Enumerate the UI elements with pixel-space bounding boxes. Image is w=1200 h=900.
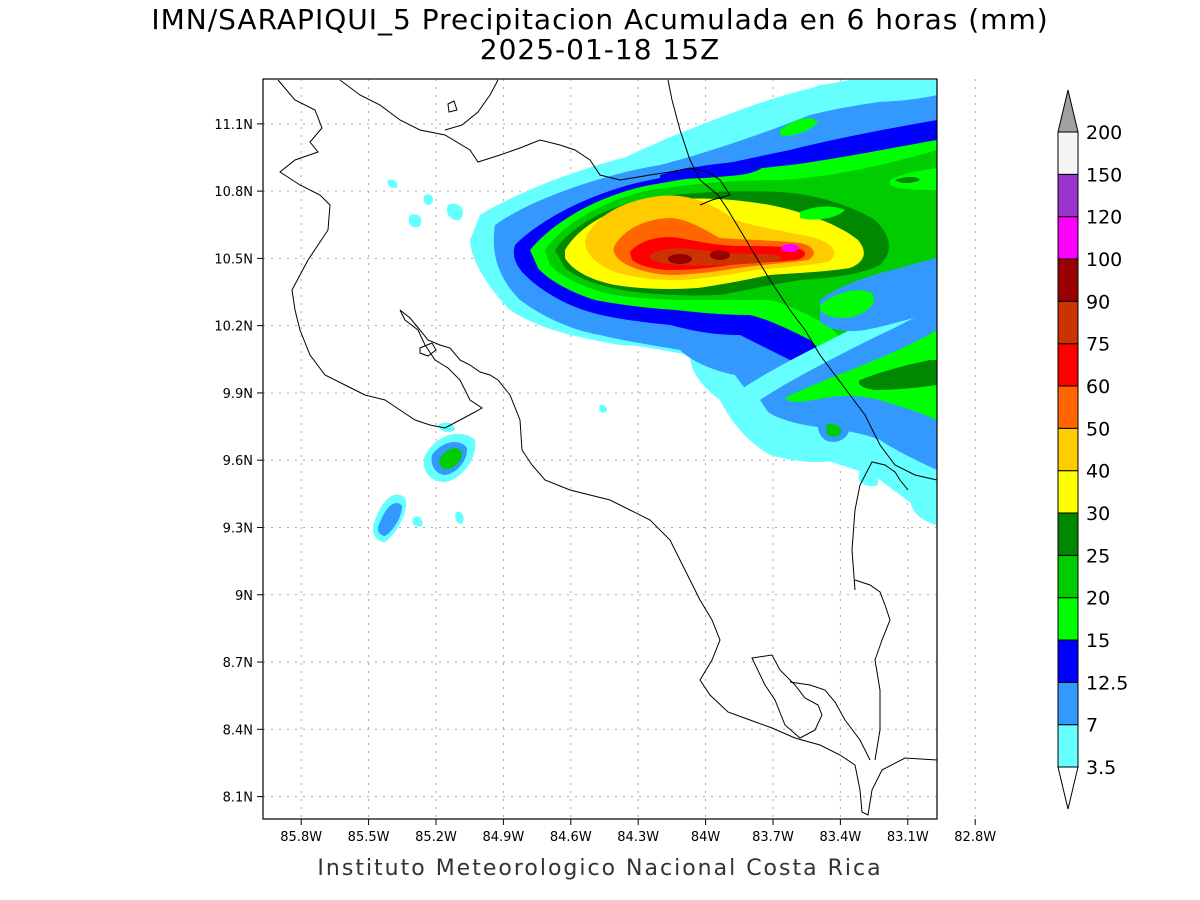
coastlines [277, 79, 937, 816]
axis-labels: 8.1N 8.4N 8.7N 9N 9.3N 9.6N 9.9N 10.2N 10.5N 10.8… [214, 118, 996, 845]
plot-frame [262, 78, 938, 820]
lon-tick-label: 84.6W [550, 830, 592, 845]
rain-region-3.5mm-north [620, 80, 900, 170]
legend-overflow-triangle [1057, 89, 1079, 133]
legend-swatch-40 [1057, 427, 1079, 472]
caribbean-coast [444, 79, 499, 131]
legend-label: 90 [1086, 291, 1110, 313]
lat-tick-label: 9N [235, 589, 253, 604]
legend-label: 100 [1086, 249, 1122, 271]
legend-swatch-25 [1057, 512, 1079, 556]
nicaragua-costa-rica-coast [277, 79, 937, 816]
gulf-of-nicoya-island [419, 342, 437, 357]
legend-swatch-3.5 [1057, 724, 1079, 768]
lon-tick-label: 85.8W [280, 830, 322, 845]
map-title: IMN/SARAPIQUI_5 Precipitacion Acumulada … [151, 3, 1049, 36]
legend-label: 30 [1086, 503, 1110, 525]
bocas-del-toro [854, 579, 891, 761]
rain-region-90mm-a [668, 254, 692, 264]
color-legend: 3.5 7 12.5 15 20 25 30 40 50 60 75 90 100 120 150 200 [1057, 89, 1128, 810]
lat-tick-label: 10.5N [214, 252, 253, 267]
legend-swatch-50 [1057, 385, 1079, 429]
lon-tick-label: 83.7W [752, 830, 794, 845]
legend-label: 25 [1086, 545, 1110, 567]
lon-tick-label: 83.1W [887, 830, 929, 845]
lon-tick-label: 83.4W [819, 830, 861, 845]
legend-label: 20 [1086, 588, 1110, 610]
lon-tick-label: 84.9W [482, 830, 524, 845]
map-subtitle-date: 2025-01-18 15Z [479, 33, 721, 66]
legend-label: 50 [1086, 418, 1110, 440]
precipitation-field [373, 80, 937, 542]
rain-region-100mm [781, 244, 799, 252]
legend-swatch-30 [1057, 470, 1079, 514]
lon-tick-label: 84.3W [617, 830, 659, 845]
caribbean-coastline-east [667, 79, 937, 481]
costa-rica-nicaragua-border [699, 171, 731, 206]
lat-tick-label: 11.1N [214, 118, 253, 133]
lake-island [447, 100, 458, 113]
lat-tick-label: 10.2N [214, 320, 253, 335]
legend-swatch-7 [1057, 681, 1079, 726]
legend-label: 3.5 [1086, 757, 1116, 779]
rain-region-90mm-b [710, 250, 730, 260]
lat-tick-label: 8.7N [223, 656, 253, 671]
legend-underflow-triangle [1057, 766, 1079, 810]
legend-label: 7 [1086, 715, 1098, 737]
lat-tick-label: 8.4N [223, 723, 253, 738]
lon-tick-label: 85.2W [415, 830, 457, 845]
panama-border [851, 461, 909, 591]
legend-swatch-100 [1057, 216, 1079, 260]
lon-tick-label: 82.8W [954, 830, 996, 845]
lon-tick-label: 84W [691, 830, 721, 845]
legend-label: 12.5 [1086, 672, 1128, 694]
legend-label: 40 [1086, 461, 1110, 483]
legend-label: 120 [1086, 207, 1122, 229]
legend-swatch-12.5 [1057, 639, 1079, 683]
legend-swatch-90 [1057, 258, 1079, 302]
legend-swatch-150 [1057, 131, 1079, 175]
legend-swatch-60 [1057, 343, 1079, 387]
lat-tick-label: 8.1N [223, 791, 253, 806]
golfo-dulce [789, 681, 871, 761]
footer-credit: Instituto Meteorologico Nacional Costa R… [317, 856, 883, 881]
legend-swatch-15 [1057, 597, 1079, 641]
legend-label: 15 [1086, 630, 1110, 652]
legend-swatch-20 [1057, 554, 1079, 599]
legend-label: 200 [1086, 122, 1122, 144]
legend-swatch-120 [1057, 173, 1079, 218]
lat-tick-label: 9.6N [223, 454, 253, 469]
lon-tick-label: 85.5W [348, 830, 390, 845]
lat-tick-label: 9.3N [223, 521, 253, 536]
nicaragua-lake-shore [339, 79, 709, 181]
legend-label: 150 [1086, 164, 1122, 186]
lat-tick-label: 10.8N [214, 185, 253, 200]
legend-label: 75 [1086, 334, 1110, 356]
osa-peninsula [751, 654, 823, 739]
legend-label: 60 [1086, 376, 1110, 398]
legend-swatch-75 [1057, 300, 1079, 345]
lat-tick-label: 9.9N [223, 387, 253, 402]
